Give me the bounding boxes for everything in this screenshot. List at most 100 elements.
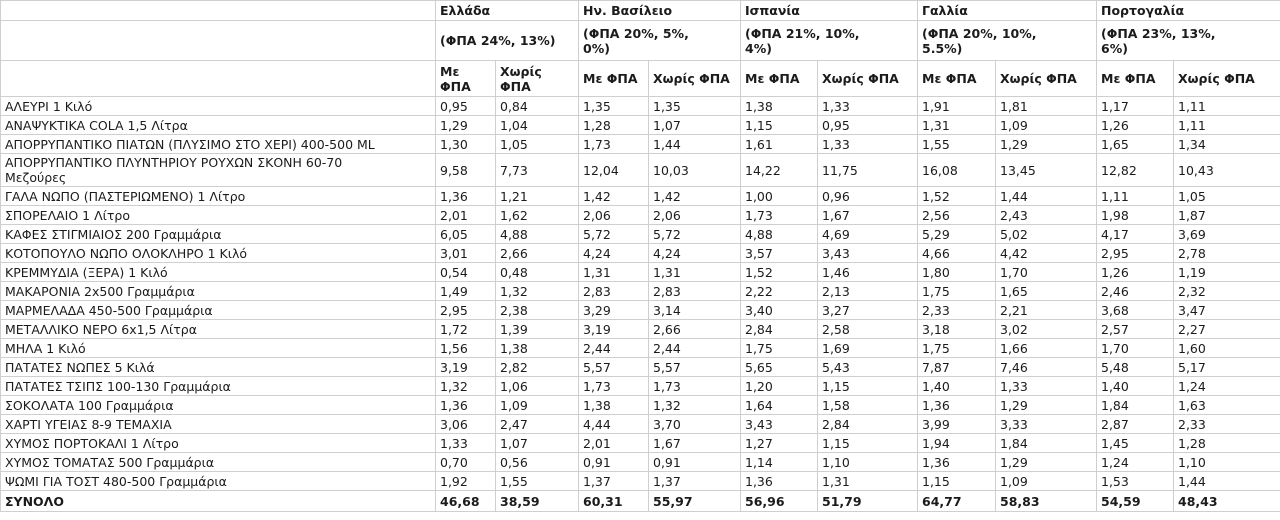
price-cell: 1,75	[917, 281, 996, 301]
price-cell: 1,33	[817, 96, 918, 116]
price-cell: 3,57	[740, 243, 818, 263]
product-name-cell: ΣΟΚΟΛΑΤΑ 100 Γραμμάρια	[0, 395, 436, 415]
price-cell: 1,31	[917, 115, 996, 135]
price-cell: 4,44	[578, 414, 649, 434]
product-name-cell: ΚΑΦΕΣ ΣΤΙΓΜΙΑΙΟΣ 200 Γραμμάρια	[0, 224, 436, 244]
country-header: Ελλάδα	[435, 0, 579, 21]
total-price-cell: 46,68	[435, 490, 496, 512]
price-cell: 1,65	[1096, 134, 1174, 154]
price-cell: 2,21	[995, 300, 1097, 320]
total-label-cell: ΣΥΝΟΛΟ	[0, 490, 436, 512]
price-cell: 1,06	[495, 376, 579, 396]
price-cell: 1,20	[740, 376, 818, 396]
table-row: ΧΑΡΤΙ ΥΓΕΙΑΣ 8-9 ΤΕΜΑΧΙΑ 3,06 2,47 4,44 3,70…	[0, 414, 1280, 434]
price-cell: 1,44	[1172, 471, 1280, 491]
product-name-cell: ΠΑΤΑΤΕΣ ΝΩΠΕΣ 5 Κιλά	[0, 357, 436, 377]
price-cell: 10,43	[1172, 153, 1280, 187]
price-cell: 4,69	[817, 224, 918, 244]
price-cell: 9,58	[435, 153, 496, 187]
price-cell: 1,70	[995, 262, 1097, 282]
price-cell: 1,92	[435, 471, 496, 491]
price-cell: 1,38	[578, 395, 649, 415]
price-cell: 1,11	[1172, 115, 1280, 135]
price-cell: 4,42	[995, 243, 1097, 263]
price-cell: 1,36	[740, 471, 818, 491]
price-cell: 5,72	[578, 224, 649, 244]
total-price-cell: 38,59	[495, 490, 579, 512]
price-cell: 1,40	[1096, 376, 1174, 396]
total-row: ΣΥΝΟΛΟ 46,68 38,59 60,31 55,97 56,96 51,79 64,7…	[0, 490, 1280, 512]
price-cell: 4,17	[1096, 224, 1174, 244]
price-cell: 14,22	[740, 153, 818, 187]
table-row: ΜΕΤΑΛΛΙΚΟ ΝΕΡΟ 6x1,5 Λίτρα 1,72 1,39 3,19 2,…	[0, 319, 1280, 339]
price-cell: 1,33	[817, 134, 918, 154]
price-cell: 3,70	[648, 414, 741, 434]
price-cell: 1,36	[435, 186, 496, 206]
price-cell: 1,58	[817, 395, 918, 415]
price-cell: 1,29	[435, 115, 496, 135]
table-row: ΓΑΛΑ ΝΩΠΟ (ΠΑΣΤΕΡΙΩΜΕΝΟ) 1 Λίτρο 1,36 1,21…	[0, 186, 1280, 206]
price-cell: 1,81	[995, 96, 1097, 116]
price-cell: 0,96	[817, 186, 918, 206]
table-row: ΚΡΕΜΜΥΔΙΑ (ΞΕΡΑ) 1 Κιλό 0,54 0,48 1,31 1,31 1…	[0, 262, 1280, 282]
price-cell: 1,73	[740, 205, 818, 225]
price-cell: 13,45	[995, 153, 1097, 187]
price-cell: 0,54	[435, 262, 496, 282]
price-cell: 4,88	[740, 224, 818, 244]
price-cell: 2,44	[578, 338, 649, 358]
price-cell: 2,95	[435, 300, 496, 320]
with-vat-header: Με ΦΠΑ	[578, 60, 649, 97]
price-cell: 1,56	[435, 338, 496, 358]
vat-rates-header-row: (ΦΠΑ 24%, 13%) (ΦΠΑ 20%, 5%, 0%) (ΦΠΑ 21%,…	[0, 20, 1280, 61]
price-cell: 0,95	[435, 96, 496, 116]
price-cell: 1,46	[817, 262, 918, 282]
price-cell: 2,58	[817, 319, 918, 339]
price-cell: 1,94	[917, 433, 996, 453]
price-cell: 5,02	[995, 224, 1097, 244]
price-cell: 1,33	[435, 433, 496, 453]
table-row: ΨΩΜΙ ΓΙΑ ΤΟΣΤ 480-500 Γραμμάρια 1,92 1,55 1…	[0, 471, 1280, 491]
price-cell: 1,32	[435, 376, 496, 396]
vat-rates-header: (ΦΠΑ 24%, 13%)	[435, 20, 579, 61]
price-cell: 1,42	[578, 186, 649, 206]
price-cell: 1,21	[495, 186, 579, 206]
price-cell: 1,35	[578, 96, 649, 116]
price-cell: 1,15	[917, 471, 996, 491]
price-cell: 1,36	[917, 395, 996, 415]
price-cell: 2,43	[995, 205, 1097, 225]
price-cell: 1,45	[1096, 433, 1174, 453]
price-cell: 1,32	[648, 395, 741, 415]
price-cell: 1,72	[435, 319, 496, 339]
price-cell: 0,95	[817, 115, 918, 135]
total-price-cell: 60,31	[578, 490, 649, 512]
product-name-cell: ΧΥΜΟΣ ΠΟΡΤΟΚΑΛΙ 1 Λίτρο	[0, 433, 436, 453]
price-cell: 2,95	[1096, 243, 1174, 263]
price-cell: 3,06	[435, 414, 496, 434]
price-cell: 1,37	[648, 471, 741, 491]
price-cell: 2,66	[648, 319, 741, 339]
product-name-cell: ΓΑΛΑ ΝΩΠΟ (ΠΑΣΤΕΡΙΩΜΕΝΟ) 1 Λίτρο	[0, 186, 436, 206]
price-cell: 1,05	[495, 134, 579, 154]
price-cell: 2,46	[1096, 281, 1174, 301]
product-name-cell: ΧΥΜΟΣ ΤΟΜΑΤΑΣ 500 Γραμμάρια	[0, 452, 436, 472]
price-cell: 1,62	[495, 205, 579, 225]
product-name-cell: ΚΡΕΜΜΥΔΙΑ (ΞΕΡΑ) 1 Κιλό	[0, 262, 436, 282]
price-cell: 1,75	[740, 338, 818, 358]
table-footer: ΣΥΝΟΛΟ 46,68 38,59 60,31 55,97 56,96 51,79 64,7…	[0, 490, 1280, 512]
price-cell: 1,91	[917, 96, 996, 116]
price-cell: 5,72	[648, 224, 741, 244]
price-cell: 2,01	[578, 433, 649, 453]
product-name-cell: ΣΠΟΡΕΛΑΙΟ 1 Λίτρο	[0, 205, 436, 225]
price-cell: 5,48	[1096, 357, 1174, 377]
price-cell: 1,98	[1096, 205, 1174, 225]
price-cell: 1,19	[1172, 262, 1280, 282]
price-cell: 1,10	[1172, 452, 1280, 472]
price-cell: 1,39	[495, 319, 579, 339]
total-price-cell: 54,59	[1096, 490, 1174, 512]
product-name-cell: ΧΑΡΤΙ ΥΓΕΙΑΣ 8-9 ΤΕΜΑΧΙΑ	[0, 414, 436, 434]
price-cell: 1,29	[995, 452, 1097, 472]
price-cell: 2,13	[817, 281, 918, 301]
price-cell: 2,82	[495, 357, 579, 377]
total-price-cell: 55,97	[648, 490, 741, 512]
price-cell: 4,24	[648, 243, 741, 263]
